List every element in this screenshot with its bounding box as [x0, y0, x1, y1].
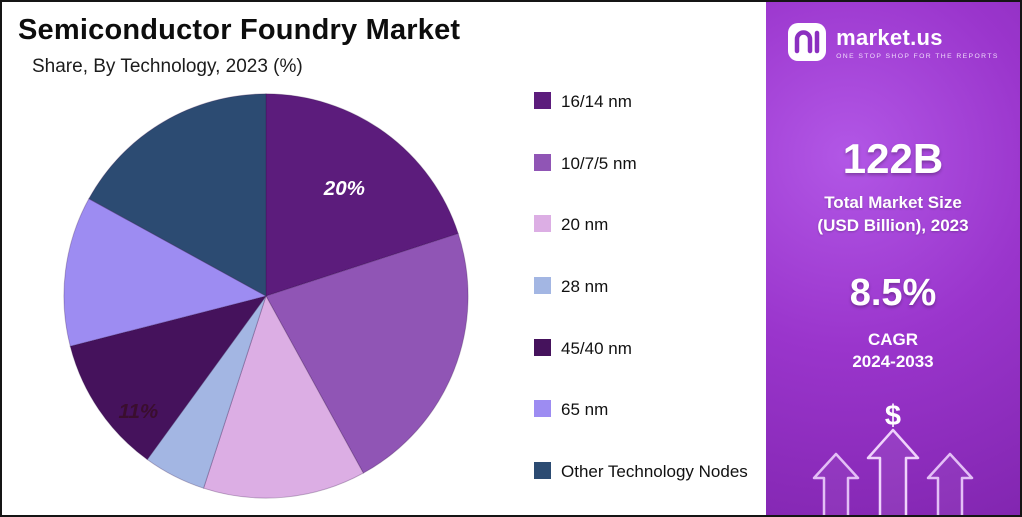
pie-slice-45-40-nm	[69, 295, 268, 461]
cagr-period: 2024-2033	[852, 352, 934, 371]
brand-tagline: ONE STOP SHOP FOR THE REPORTS	[836, 52, 999, 60]
legend-item: 45/40 nm	[534, 337, 760, 362]
brand-text: market.us ONE STOP SHOP FOR THE REPORTS	[836, 25, 999, 60]
legend-item: 10/7/5 nm	[534, 152, 760, 177]
cagr-label: CAGR	[867, 330, 919, 349]
legend-swatch	[534, 338, 551, 356]
page-title: Semiconductor Foundry Market	[18, 14, 461, 46]
market-size-value: 122B	[842, 135, 944, 182]
legend-label: 16/14 nm	[561, 92, 632, 111]
pie-slice-16-14-nm	[265, 93, 459, 297]
cagr-value: 8.5%	[849, 272, 937, 314]
pie-slice-10-7-5-nm	[265, 232, 469, 474]
page-subtitle: Share, By Technology, 2023 (%)	[32, 56, 303, 77]
pie-slice-other-technology-nodes	[88, 93, 267, 297]
legend-label: 45/40 nm	[561, 338, 632, 358]
growth-arrows-icon	[812, 428, 974, 515]
pie-data-label: 11%	[119, 400, 159, 423]
legend-label: 10/7/5 nm	[561, 153, 637, 173]
legend-swatch	[534, 92, 551, 109]
pie-chart-svg: 20% 11%	[63, 93, 469, 499]
brand-name: market.us	[836, 24, 943, 50]
market-size-label: Total Market Size (USD Billion), 2023	[817, 193, 969, 235]
legend-swatch	[534, 215, 551, 233]
legend-item: 16/14 nm	[534, 90, 760, 115]
legend-item: Other Technology Nodes	[534, 460, 760, 485]
pie-data-label: 20%	[323, 177, 365, 200]
legend-swatch	[534, 276, 551, 294]
pie-slice-20-nm	[202, 294, 365, 499]
legend-swatch	[534, 461, 551, 479]
legend-item: 20 nm	[534, 213, 760, 238]
dollar-icon: $	[884, 400, 902, 432]
legend-label: 65 nm	[561, 400, 609, 420]
legend-swatch	[534, 153, 551, 171]
legend-item: 65 nm	[534, 398, 760, 423]
right-panel: market.us ONE STOP SHOP FOR THE REPORTS …	[766, 2, 1020, 515]
pie-slice-65-nm	[63, 197, 268, 347]
legend-label: 20 nm	[561, 215, 609, 235]
legend: 16/14 nm 10/7/5 nm 20 nm 28 nm 45/40 nm 65 nm…	[534, 90, 760, 484]
pie-slice-28-nm	[146, 295, 267, 489]
legend-swatch	[534, 400, 551, 418]
legend-label: Other Technology Nodes	[561, 461, 748, 481]
legend-label: 28 nm	[561, 276, 609, 296]
pie-chart: 20% 11%	[60, 90, 472, 502]
brand-logo-icon	[788, 23, 827, 61]
legend-item: 28 nm	[534, 275, 760, 300]
brand: market.us ONE STOP SHOP FOR THE REPORTS	[766, 22, 1020, 62]
